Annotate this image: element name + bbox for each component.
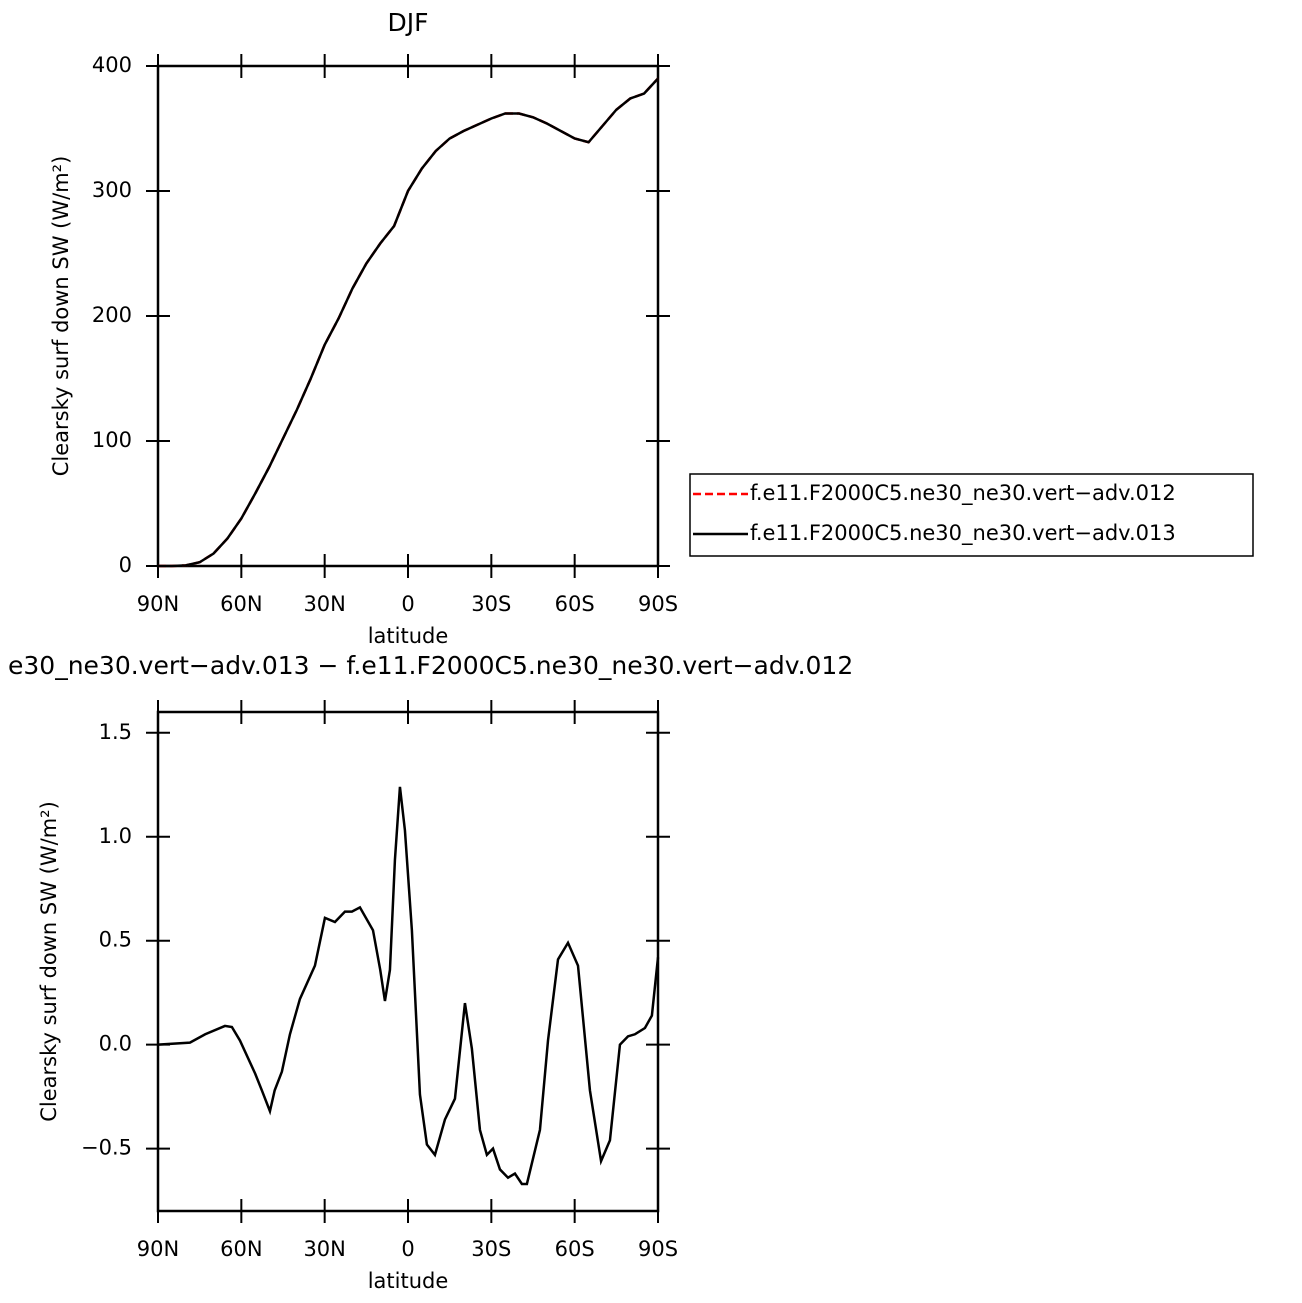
x-tick-label: 30S [471, 592, 511, 616]
x-tick-label: 90S [638, 592, 678, 616]
x-tick-label: 60S [555, 592, 595, 616]
x-tick-label: 60N [220, 1237, 262, 1261]
x-tick-label: 30N [303, 1237, 345, 1261]
x-tick-label: 0 [401, 1237, 414, 1261]
x-tick-label: 90N [137, 592, 179, 616]
x-tick-label: 30S [471, 1237, 511, 1261]
series-line [158, 77, 659, 568]
y-tick-label: 0 [119, 553, 132, 577]
legend-box [689, 473, 1254, 557]
x-tick-label: 90S [638, 1237, 678, 1261]
legend-label: f.e11.F2000C5.ne30_ne30.vert−adv.013 [750, 521, 1176, 546]
series-line [157, 786, 660, 1186]
y-tick-label: 400 [92, 53, 132, 77]
x-tick-label: 60N [220, 592, 262, 616]
x-axis-label: latitude [368, 1269, 449, 1293]
series-line [158, 77, 659, 568]
y-tick-label: 0.5 [99, 928, 132, 952]
y-tick-label: 200 [92, 303, 132, 327]
plot-frame [156, 710, 660, 1213]
y-tick-label: 0.0 [99, 1032, 132, 1056]
y-tick-label: −0.5 [81, 1136, 132, 1160]
x-tick-label: 60S [555, 1237, 595, 1261]
y-axis-label: Clearsky surf down SW (W/m²) [37, 801, 61, 1122]
x-tick-label: 30N [303, 592, 345, 616]
y-axis-label: Clearsky surf down SW (W/m²) [49, 156, 73, 477]
y-tick-label: 300 [92, 178, 132, 202]
x-tick-label: 0 [401, 592, 414, 616]
x-axis-label: latitude [368, 624, 449, 648]
chart-title: e30_ne30.vert−adv.013 − f.e11.F2000C5.ne… [8, 651, 853, 680]
y-tick-label: 1.5 [99, 720, 132, 744]
chart-title: DJF [387, 8, 428, 37]
y-tick-label: 1.0 [99, 824, 132, 848]
x-tick-label: 90N [137, 1237, 179, 1261]
y-tick-label: 100 [92, 428, 132, 452]
plot-frame [156, 64, 660, 568]
legend-label: f.e11.F2000C5.ne30_ne30.vert−adv.012 [750, 481, 1176, 506]
